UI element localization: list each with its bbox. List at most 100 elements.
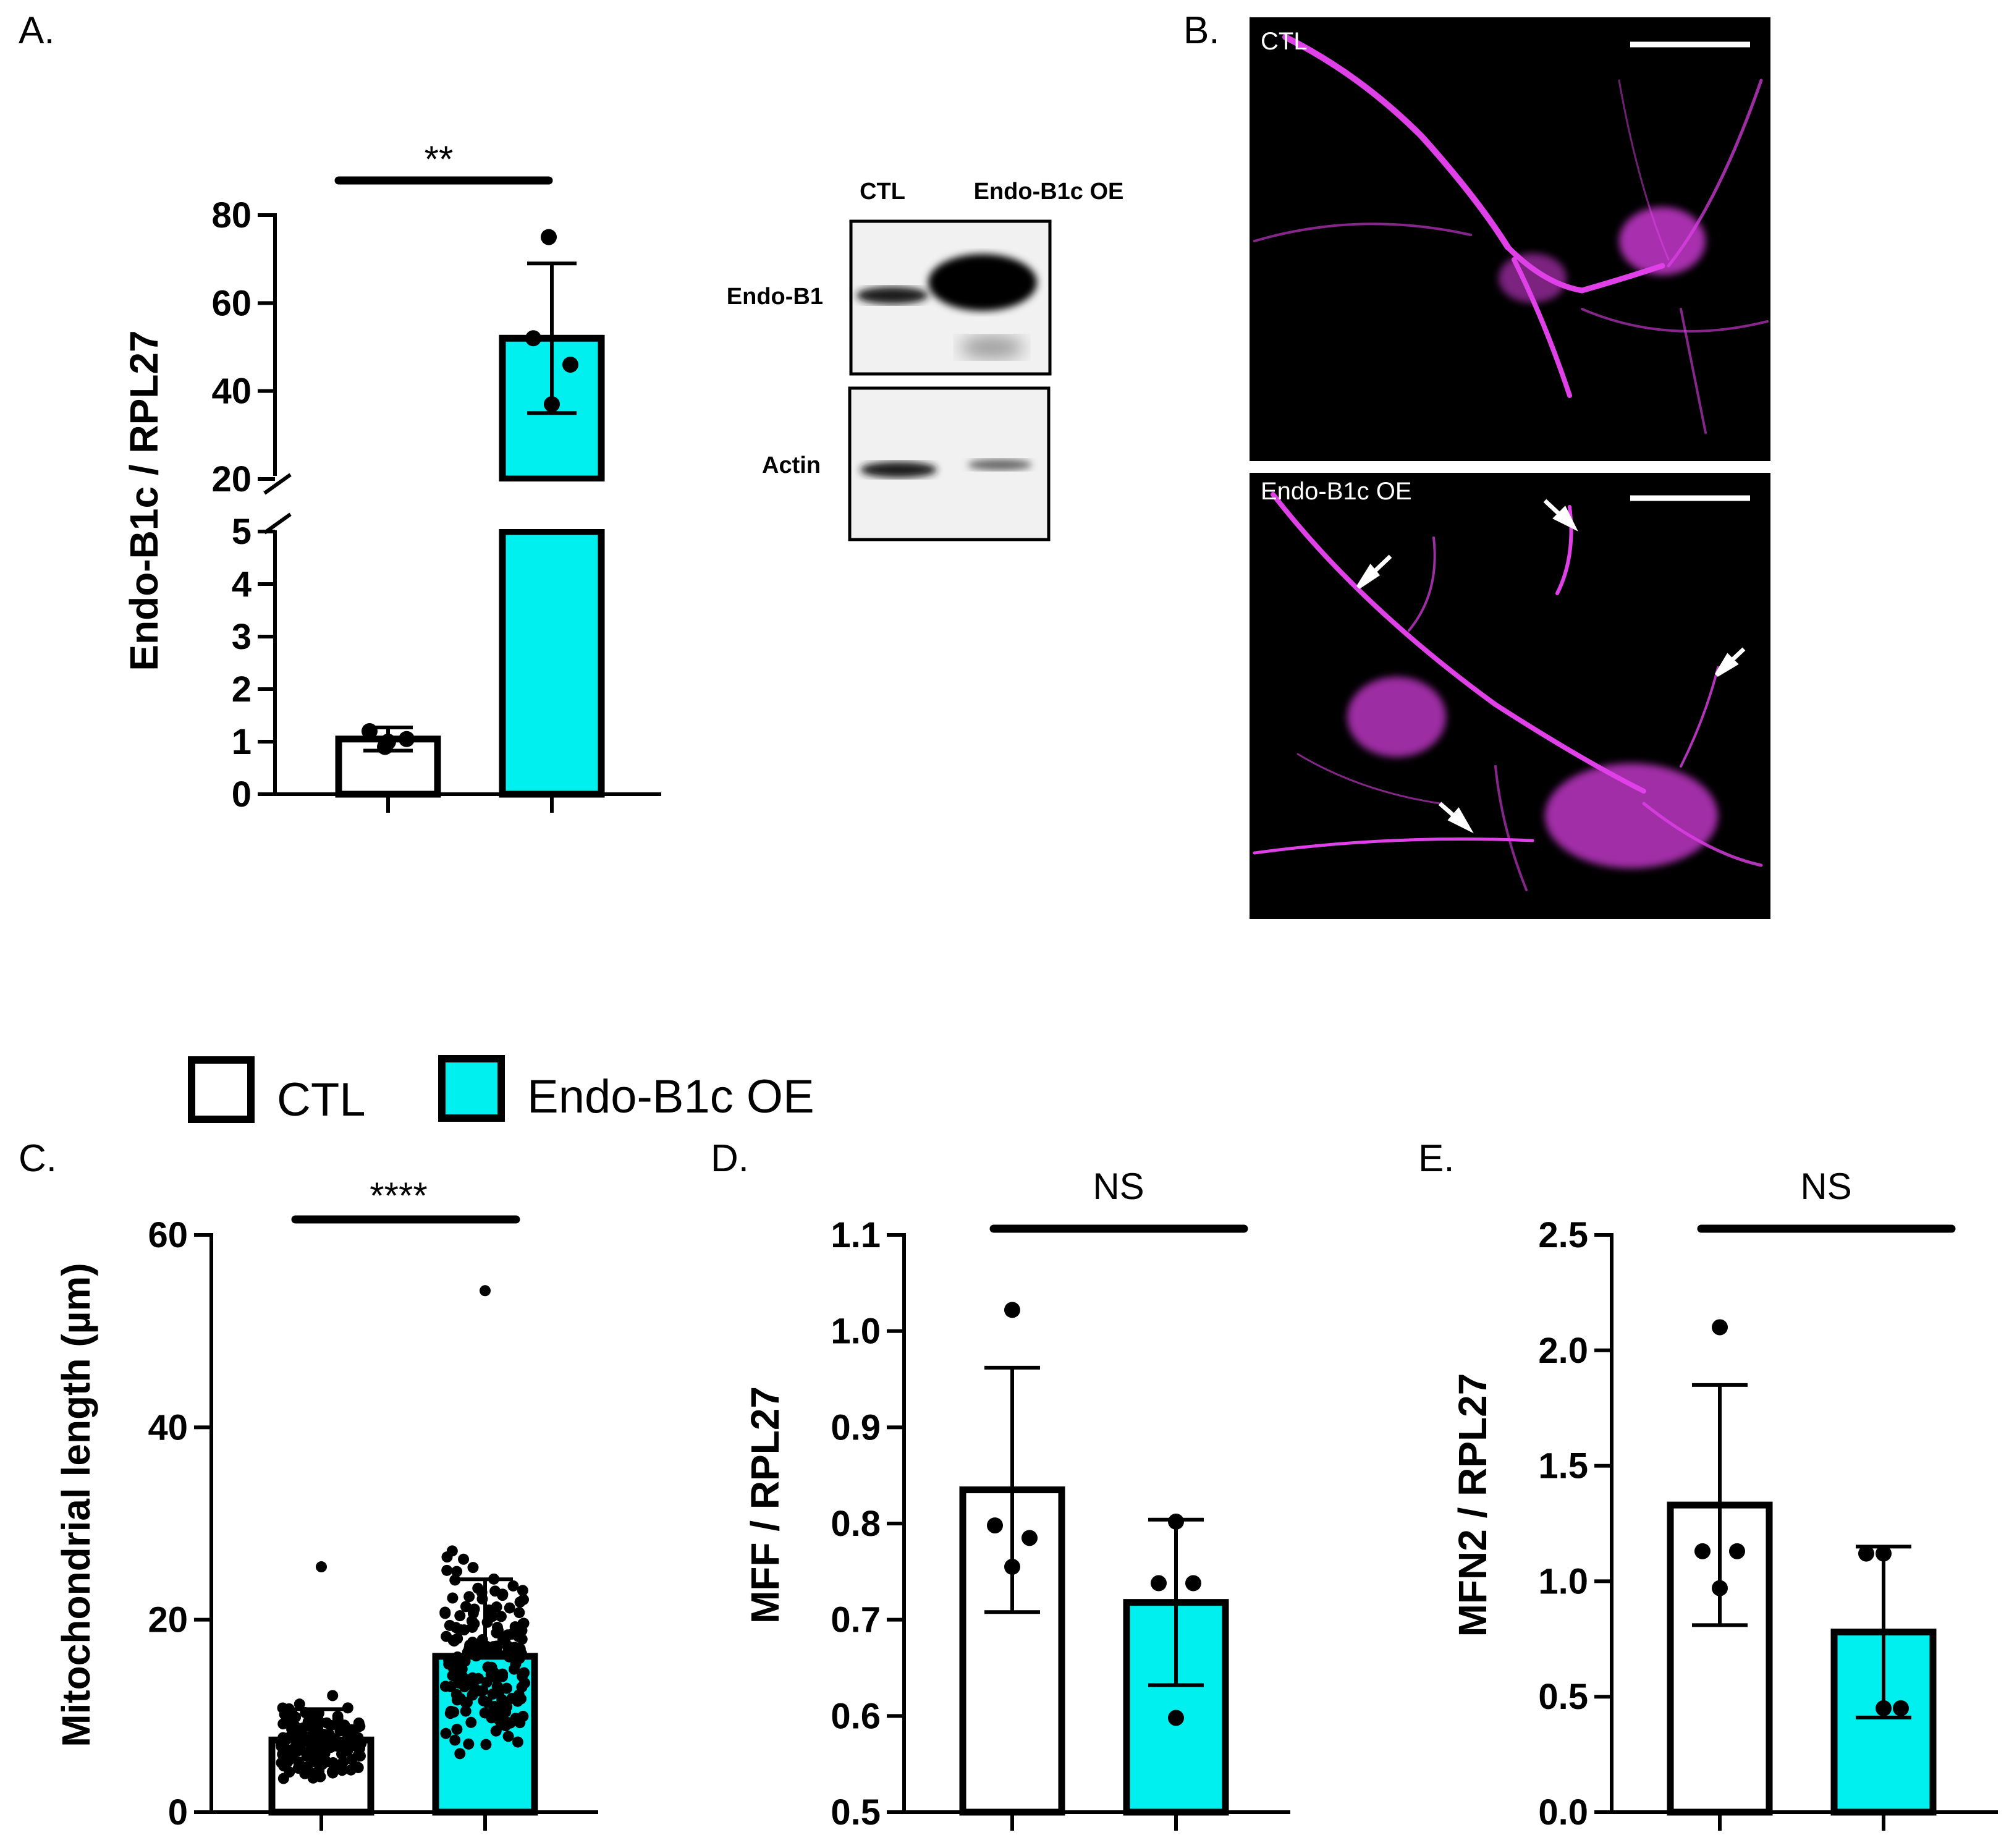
data-point xyxy=(449,1574,461,1586)
blot-row-actin: Actin xyxy=(762,452,821,478)
data-point xyxy=(354,1742,366,1754)
data-point xyxy=(1712,1319,1728,1336)
panel-label-e: E. xyxy=(1418,1137,1455,1180)
legend: CTL Endo-B1c OE xyxy=(188,1055,814,1126)
data-point xyxy=(447,1635,459,1647)
data-point xyxy=(467,1562,479,1574)
data-point xyxy=(281,1733,292,1745)
data-point xyxy=(512,1630,524,1642)
y-tick-label: 40 xyxy=(148,1407,188,1447)
data-point xyxy=(562,356,578,373)
y-tick-label: 2.0 xyxy=(1538,1331,1588,1371)
y-tick-label: 0.8 xyxy=(831,1504,881,1544)
chart-c: Mitochondrial length (µm) **** 0 20 40 60 xyxy=(54,1175,598,1833)
micrograph-top-stain xyxy=(1253,34,1769,434)
data-point xyxy=(987,1517,1003,1534)
blot-row-endo: Endo-B1 xyxy=(727,284,823,310)
y-tick-label: 60 xyxy=(148,1215,188,1255)
data-point xyxy=(525,330,541,347)
data-point xyxy=(477,1685,489,1697)
data-point xyxy=(284,1766,295,1778)
data-point xyxy=(507,1580,519,1592)
panel-label-d: D. xyxy=(711,1137,749,1180)
y-tick-label: 0.0 xyxy=(1538,1792,1588,1833)
micrograph-top-junction xyxy=(1499,253,1567,303)
data-point xyxy=(316,1561,327,1573)
chart-c-significance: **** xyxy=(370,1175,427,1216)
data-point xyxy=(515,1693,527,1705)
y-tick-label: 3 xyxy=(232,617,252,657)
data-point xyxy=(313,1765,325,1777)
data-point xyxy=(290,1711,302,1723)
data-point xyxy=(1694,1543,1711,1559)
micrograph-bottom-cell-2 xyxy=(1545,763,1718,868)
data-point xyxy=(1876,1700,1892,1716)
data-point xyxy=(451,1723,463,1735)
data-point xyxy=(463,1738,475,1750)
chart-d: MFF / RPL27 NS 0.5 0.6 0.7 0.8 0.9 1.0 1.1 xyxy=(743,1166,1290,1833)
data-point xyxy=(305,1743,317,1755)
data-point xyxy=(1168,1513,1184,1530)
data-point xyxy=(292,1762,304,1774)
data-point xyxy=(514,1642,525,1654)
data-point xyxy=(298,1736,310,1748)
blot-actin-band-ctl xyxy=(860,462,937,478)
chart-d-ylabel: MFF / RPL27 xyxy=(743,1386,787,1624)
micrograph-bottom-arrows xyxy=(1356,499,1746,834)
data-point xyxy=(1893,1700,1909,1716)
western-blot: CTL Endo-B1c OE Endo-B1 Actin xyxy=(727,179,1123,541)
data-point xyxy=(504,1602,515,1614)
y-tick-label: 20 xyxy=(148,1600,188,1640)
data-point xyxy=(444,1708,456,1719)
data-point xyxy=(332,1713,344,1724)
data-point xyxy=(491,1642,503,1654)
chart-e-ylabel: MFN2 / RPL27 xyxy=(1450,1373,1495,1637)
data-point xyxy=(441,1564,453,1576)
y-tick-label: 5 xyxy=(232,512,252,552)
data-point xyxy=(1876,1545,1892,1562)
y-tick-label: 1.1 xyxy=(831,1215,881,1255)
data-point xyxy=(509,1621,521,1633)
axis-break-gap xyxy=(496,481,607,529)
data-point xyxy=(489,1585,501,1597)
data-point xyxy=(460,1705,472,1717)
data-point xyxy=(456,1663,468,1675)
data-point xyxy=(277,1718,289,1730)
panel-label-c: C. xyxy=(19,1137,57,1180)
data-point xyxy=(493,1688,505,1700)
arrow-3-head xyxy=(1714,653,1739,677)
bar-oe-lower xyxy=(499,528,605,798)
data-point xyxy=(1712,1580,1728,1596)
data-point xyxy=(502,1731,514,1742)
data-point xyxy=(466,1615,478,1627)
chart-d-significance: NS xyxy=(1093,1166,1144,1207)
data-point xyxy=(449,1734,461,1746)
data-point xyxy=(1185,1575,1201,1592)
data-point xyxy=(319,1747,331,1759)
y-tick-label: 0.6 xyxy=(831,1696,881,1736)
data-point xyxy=(294,1698,305,1710)
y-tick-label: 0.5 xyxy=(1538,1677,1588,1717)
chart-a: Endo-B1c / RPL27 ** 0 1 2 3 4 5 20 40 60 80 xyxy=(122,138,661,815)
data-point xyxy=(544,396,560,413)
chart-a-ylabel: Endo-B1c / RPL27 xyxy=(122,330,166,671)
legend-label-ctl: CTL xyxy=(277,1074,366,1126)
y-tick-label: 2.5 xyxy=(1538,1215,1588,1255)
data-point xyxy=(514,1607,525,1619)
data-point xyxy=(362,723,378,739)
y-tick-label: 0.9 xyxy=(831,1407,881,1447)
data-point xyxy=(447,1670,459,1682)
data-point xyxy=(451,1694,463,1706)
data-point xyxy=(399,731,415,747)
data-point xyxy=(517,1710,529,1722)
chart-a-significance: ** xyxy=(425,138,454,180)
data-point xyxy=(336,1765,348,1776)
y-tick-label: 0 xyxy=(168,1792,188,1833)
data-point xyxy=(495,1719,507,1731)
data-point xyxy=(447,1592,459,1604)
data-point xyxy=(458,1553,470,1565)
legend-label-oe: Endo-B1c OE xyxy=(527,1070,814,1123)
y-tick-label: 1.0 xyxy=(1538,1561,1588,1601)
axis-break-mark xyxy=(263,473,292,495)
data-point xyxy=(354,1721,366,1732)
